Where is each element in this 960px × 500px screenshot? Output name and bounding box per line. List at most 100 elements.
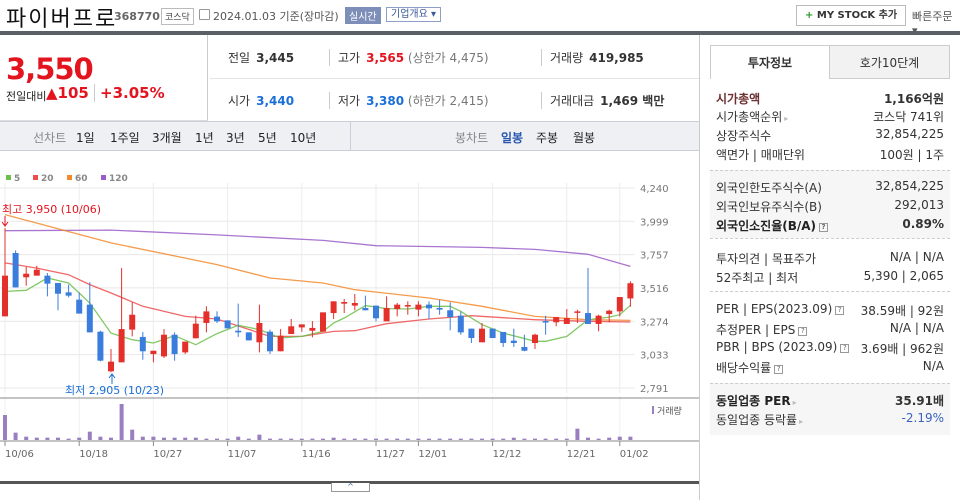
y-tick-label: 3,274: [640, 317, 669, 328]
tab-orderbook[interactable]: 호가10단계: [829, 45, 950, 79]
divider: [710, 383, 950, 384]
collapse-button[interactable]: ^: [331, 483, 370, 492]
divider: [710, 291, 950, 292]
volume-legend-label: 거래량: [657, 405, 682, 417]
volume-bar: [331, 437, 336, 440]
price-box: [0, 35, 208, 121]
invest-value: N/A | N/A: [889, 321, 944, 335]
y-tick-label: 3,757: [640, 251, 669, 262]
volume-bar: [575, 428, 580, 440]
help-icon[interactable]: ?: [798, 327, 808, 336]
trade-amount: 거래대금 1,469 백만: [541, 92, 664, 109]
candle-body: [563, 318, 570, 324]
plus-icon: +: [805, 10, 814, 21]
invest-value: 3.69배 | 962원: [860, 342, 944, 356]
candle-body: [510, 340, 517, 344]
candle-monthly[interactable]: 월봉: [573, 131, 596, 145]
volume-bar: [299, 438, 304, 440]
divider: [0, 481, 700, 484]
volume-bar: [98, 436, 103, 440]
arrow-icon[interactable]: ▸: [792, 398, 797, 407]
candle-body: [309, 327, 316, 331]
volume-legend-swatch: [652, 406, 654, 414]
period-5y[interactable]: 5년: [258, 131, 277, 145]
invest-row: 투자의견 | 목표주가 N/A | N/A: [716, 250, 944, 269]
help-icon[interactable]: ?: [835, 306, 845, 315]
volume-bar: [448, 438, 453, 440]
sector-section-bg: [710, 383, 950, 435]
period-1w[interactable]: 1주일: [110, 131, 140, 145]
value: 3,380: [366, 94, 405, 108]
candle-weekly[interactable]: 주봉: [536, 131, 559, 145]
candle-body: [97, 331, 104, 361]
candle-body: [192, 323, 199, 339]
period-3m[interactable]: 3개월: [152, 131, 182, 145]
volume-bar: [24, 436, 29, 440]
invest-label: 추정PER | EPS?: [716, 321, 808, 338]
my-stock-add-button[interactable]: + MY STOCK 추가: [796, 5, 907, 26]
period-1d[interactable]: 1일: [76, 131, 95, 145]
invest-value: 292,013: [894, 198, 944, 212]
help-icon[interactable]: ?: [840, 344, 850, 353]
upper-limit: (상한가 4,475): [407, 51, 489, 65]
invest-label: 52주최고 | 최저: [716, 271, 799, 285]
candle-body: [245, 332, 252, 341]
volume-bar: [151, 436, 156, 440]
candle-daily[interactable]: 일봉: [501, 131, 524, 145]
invest-row: 외국인한도주식수(A) 32,854,225: [716, 179, 944, 198]
invest-label: 투자의견 | 목표주가: [716, 252, 816, 266]
candle-body: [139, 336, 146, 352]
invest-value: 35.91배: [895, 394, 944, 408]
candle-body: [235, 330, 242, 333]
period-10y[interactable]: 10년: [290, 131, 317, 145]
volume-bar: [183, 437, 188, 440]
arrow-icon[interactable]: ▸: [784, 114, 789, 123]
volume-bar: [352, 438, 357, 440]
candle-body: [532, 334, 538, 344]
arrow-icon[interactable]: ▸: [799, 417, 804, 426]
invest-value: 32,854,225: [875, 127, 944, 141]
volume-bar: [257, 434, 262, 440]
candle-body: [616, 297, 623, 312]
invest-row: 동일업종 PER ▸ 35.91배: [716, 392, 944, 411]
candle-body: [500, 331, 507, 344]
corp-info-dropdown[interactable]: 기업개요 ▾: [386, 7, 441, 22]
help-icon[interactable]: ?: [819, 223, 829, 232]
volume-bar: [522, 438, 527, 440]
divider: [210, 78, 700, 79]
period-3y[interactable]: 3년: [226, 131, 245, 145]
candle-body: [426, 304, 432, 309]
volume-bar: [162, 437, 166, 440]
candle-body: [118, 329, 125, 363]
candle-body: [256, 322, 263, 343]
volume-bar: [66, 438, 71, 440]
candle-body: [267, 331, 273, 352]
tab-invest-info[interactable]: 투자정보: [710, 45, 830, 79]
quick-order-dropdown[interactable]: 빠른주문 ▾: [912, 10, 953, 37]
candle-body: [182, 341, 189, 353]
candle-body: [150, 350, 157, 355]
label: 고가: [338, 51, 361, 65]
volume-bar: [56, 437, 60, 440]
invest-row: 배당수익률? N/A: [716, 359, 944, 378]
realtime-button[interactable]: 실시간: [345, 7, 381, 24]
label: 시가: [228, 94, 251, 108]
y-tick-label: 4,240: [640, 184, 669, 195]
invest-value: 1,166억원: [883, 92, 944, 106]
invest-row: 시가총액 1,166억원: [716, 90, 944, 109]
candle-body: [457, 315, 464, 333]
stock-chart[interactable]: 5 20 60 120 4,240 3,999 3,757 3,516 3,274 3,033 2,…: [0, 160, 700, 480]
volume-bar: [395, 438, 400, 440]
help-icon[interactable]: ?: [774, 365, 784, 374]
volume-bar: [225, 438, 230, 440]
chart-toolbar: 선차트 1일 1주일 3개월 1년 3년 5년 10년 봉차트 일봉 주봉 월봉: [0, 121, 700, 151]
candle-body: [55, 282, 61, 294]
candle-body: [277, 335, 284, 352]
volume-bar: [342, 438, 347, 440]
ma20-line: [4, 262, 631, 338]
period-1y[interactable]: 1년: [195, 131, 214, 145]
invest-label: 외국인한도주식수(A): [716, 181, 822, 195]
invest-row: 외국인보유주식수(B) 292,013: [716, 198, 944, 217]
volume-bar: [480, 438, 484, 440]
x-tick-label: 12/01: [418, 449, 447, 460]
